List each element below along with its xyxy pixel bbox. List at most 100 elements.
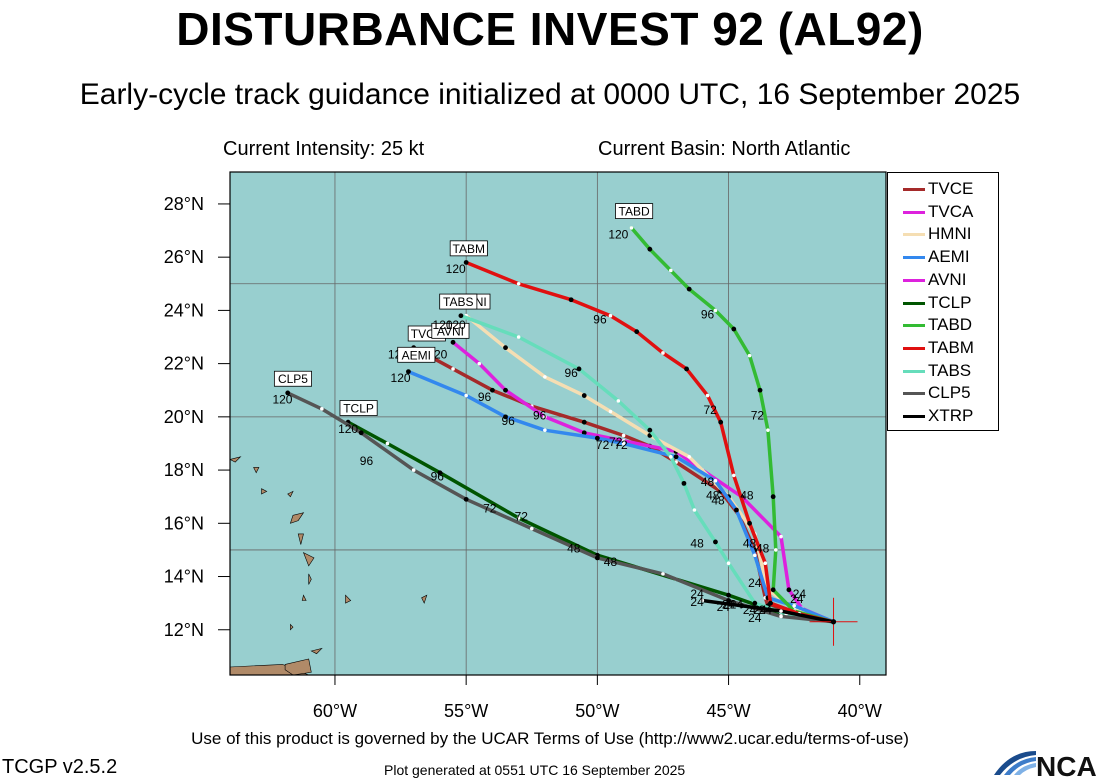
track-point <box>681 480 687 486</box>
land-layer <box>230 456 428 675</box>
track-point <box>621 433 626 438</box>
track-point <box>594 435 600 441</box>
track-point <box>437 470 443 476</box>
forecast-hour-label: 48 <box>701 475 715 489</box>
track-point <box>647 246 653 252</box>
lon-tick-label: 60°W <box>313 701 357 721</box>
version-label: TCGP v2.5.2 <box>2 756 118 778</box>
legend-label: TVCE <box>928 179 974 198</box>
legend-swatch <box>903 188 925 191</box>
track-point <box>726 561 731 566</box>
forecast-hour-label: 48 <box>740 488 754 502</box>
track-point <box>734 507 739 513</box>
legend-item-hmni: HMNI <box>888 223 998 245</box>
track-point <box>543 428 547 432</box>
track-point <box>516 516 521 520</box>
map-axes: 60°W 55°W 50°W 45°W 40°W 12°N 14°N 16°N 18°N 20°N… <box>164 194 882 721</box>
legend-swatch <box>903 346 925 350</box>
forecast-hour-label: 72 <box>483 502 497 516</box>
track-point <box>763 561 768 566</box>
island <box>287 490 294 498</box>
track-point <box>594 555 600 561</box>
model-end-box <box>431 322 470 339</box>
track-point <box>647 427 653 433</box>
ncar-logo: NCAR <box>994 751 1098 779</box>
legend-item-tabs: TABS <box>888 360 998 382</box>
forecast-hour-label: 72 <box>609 435 623 449</box>
forecast-hour-label: 24 <box>790 592 804 606</box>
island <box>297 533 304 545</box>
track-point <box>752 600 758 606</box>
legend-label: HMNI <box>928 224 972 244</box>
track-point <box>358 430 364 436</box>
forecast-hour-label: 24 <box>743 603 757 617</box>
forecast-hour-label: 96 <box>533 409 547 423</box>
terms-of-use: Use of this product is governed by the U… <box>191 729 909 748</box>
forecast-hour-label: 48 <box>756 542 770 556</box>
forecast-hour-label: 24 <box>759 603 773 617</box>
lat-tick-label: 28°N <box>164 194 204 214</box>
legend-item-xtrp: XTRP <box>888 405 998 427</box>
legend-label: AEMI <box>928 247 970 267</box>
track-point <box>661 351 665 355</box>
current-basin: Current Basin: North Atlantic <box>598 138 851 160</box>
track-point <box>477 361 482 366</box>
page-title: DISTURBANCE INVEST 92 (AL92) <box>176 3 924 55</box>
track-point <box>779 534 783 539</box>
track-point <box>718 419 724 425</box>
track-point <box>700 598 705 603</box>
forecast-hour-label: 48 <box>743 536 757 550</box>
legend-item-tclp: TCLP <box>888 292 998 314</box>
generated-time: Plot generated at 0551 UTC 16 September … <box>384 762 686 778</box>
track-point <box>516 335 521 339</box>
forecast-hour-label: 96 <box>431 470 445 484</box>
track-point <box>757 387 763 393</box>
track-point <box>320 407 324 411</box>
current-intensity: Current Intensity: 25 kt <box>223 138 425 160</box>
model-end-label: TCLP <box>343 402 374 416</box>
model-end-box <box>339 400 378 416</box>
track-point <box>581 393 587 398</box>
track-point <box>503 345 508 351</box>
lat-tick-label: 22°N <box>164 354 204 374</box>
lat-tick-label: 20°N <box>164 407 204 427</box>
model-end-label: TABD <box>619 205 650 219</box>
forecast-hour-label: 96 <box>501 414 515 428</box>
track-point <box>705 393 710 398</box>
forecast-hour-label: 48 <box>711 494 725 508</box>
track-point <box>616 399 621 403</box>
forecast-hour-label: 48 <box>604 555 618 569</box>
track-point <box>773 548 778 552</box>
legend: TVCE TVCA HMNI AEMI AVNI TCLP TABD TABM TABS CLP5… <box>887 172 999 431</box>
model-end-label: AVNI <box>437 324 464 338</box>
ncar-logo-icon <box>994 751 1036 775</box>
lat-tick-label: 26°N <box>164 247 204 267</box>
track-point <box>673 454 679 460</box>
track-labels: 24487296120TVCA247296120AVNI120HMNI72961… <box>272 203 807 625</box>
track-point <box>732 473 736 478</box>
ncar-logo-text: NCAR <box>1036 751 1098 779</box>
model-end-box <box>273 370 312 387</box>
lon-tick-label: 40°W <box>838 701 882 721</box>
track-point <box>516 281 521 286</box>
track-point <box>581 430 587 436</box>
track-point <box>608 313 613 318</box>
forecast-hour-label: 24 <box>748 576 762 590</box>
track-point <box>629 226 634 230</box>
legend-swatch <box>903 256 925 260</box>
legend-item-avni: AVNI <box>888 269 998 291</box>
model-end-label: AEMI <box>402 348 431 362</box>
track-point <box>411 468 416 472</box>
lon-tick-label: 45°W <box>706 701 750 721</box>
forecast-hour-label: 96 <box>701 307 715 321</box>
lat-tick-label: 14°N <box>164 567 204 587</box>
current-position-dot <box>830 619 837 625</box>
track-point <box>285 390 291 396</box>
forecast-hour-label: 24 <box>722 597 736 611</box>
forecast-hour-label: 24 <box>793 587 807 601</box>
track-point <box>490 387 495 393</box>
forecast-hour-label: 120 <box>446 262 466 276</box>
legend-label: TABD <box>928 315 973 335</box>
legend-swatch <box>903 415 925 418</box>
legend-item-tabm: TABM <box>888 337 998 359</box>
